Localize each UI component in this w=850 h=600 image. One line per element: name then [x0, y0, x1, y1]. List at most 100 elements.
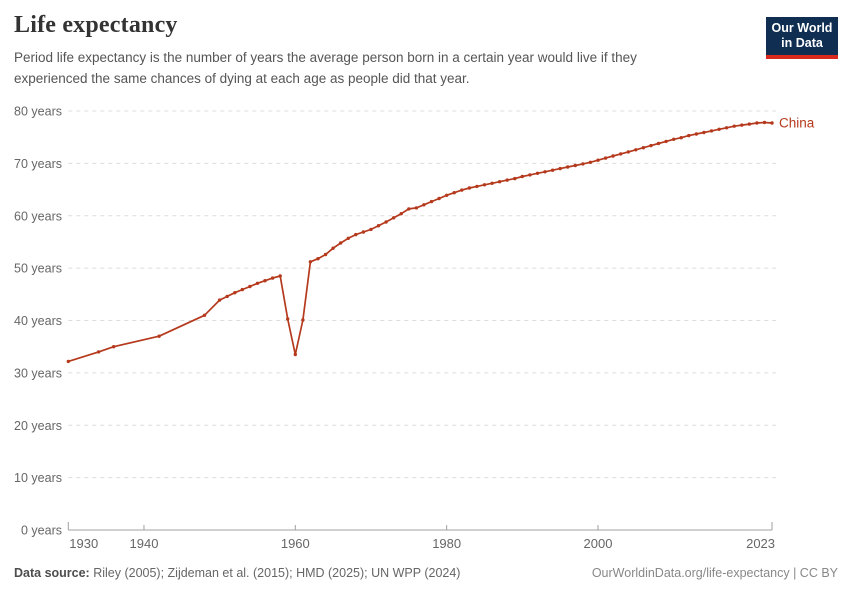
data-point — [316, 257, 320, 261]
data-point — [460, 188, 464, 192]
y-tick-label: 40 years — [14, 314, 62, 328]
data-source-label: Data source: — [14, 566, 90, 580]
data-point — [709, 129, 714, 133]
data-point — [217, 298, 222, 302]
data-line — [68, 121, 773, 363]
data-point — [619, 152, 623, 156]
data-point — [270, 276, 275, 280]
data-point — [240, 287, 244, 292]
data-point — [762, 120, 767, 125]
data-point — [490, 181, 494, 185]
logo-line-2: in Data — [781, 36, 823, 50]
data-point — [293, 352, 297, 357]
data-point — [429, 199, 434, 204]
data-point — [278, 274, 282, 278]
data-point — [566, 165, 570, 169]
data-point — [255, 281, 260, 285]
series-label: China — [779, 116, 815, 131]
data-point — [740, 123, 744, 127]
subtitle-line-1: Period life expectancy is the number of … — [14, 50, 637, 65]
data-point — [528, 173, 532, 177]
data-point — [535, 171, 540, 175]
data-point — [770, 121, 774, 125]
data-point — [422, 203, 426, 207]
data-point — [717, 127, 721, 131]
data-point — [248, 284, 252, 289]
data-point — [482, 183, 487, 187]
data-point — [308, 260, 313, 264]
data-point — [687, 133, 691, 138]
data-point — [346, 236, 350, 240]
chart-subtitle: Period life expectancy is the number of … — [14, 48, 754, 90]
data-point — [202, 313, 207, 317]
x-tick-label: 1930 — [69, 536, 98, 551]
data-point — [286, 317, 290, 321]
data-point — [755, 121, 759, 125]
data-point — [732, 124, 736, 128]
data-point — [452, 191, 456, 195]
data-point — [611, 154, 615, 158]
data-point — [369, 227, 373, 232]
data-point — [513, 176, 517, 181]
x-tick-label: 1940 — [130, 536, 159, 551]
data-point — [407, 207, 411, 211]
data-point — [323, 252, 328, 257]
data-point — [679, 136, 683, 140]
data-point — [392, 216, 396, 220]
x-tick-label: 1960 — [281, 536, 310, 551]
page-title: Life expectancy — [14, 12, 178, 38]
data-point — [558, 166, 562, 171]
data-point — [301, 318, 305, 322]
data-point — [233, 291, 237, 295]
data-point — [376, 224, 381, 228]
data-point — [664, 139, 668, 144]
data-point — [445, 193, 449, 197]
data-point — [656, 141, 661, 146]
data-source: Data source: Riley (2005); Zijdeman et a… — [14, 566, 460, 580]
line-chart[interactable]: 0 years 10 years 20 years 30 years 40 years 5… — [0, 100, 850, 560]
owid-logo: Our World in Data — [766, 17, 838, 59]
data-point — [603, 156, 608, 160]
y-tick-label: 10 years — [14, 471, 62, 485]
data-point — [581, 162, 585, 166]
data-point — [157, 334, 161, 338]
data-point — [634, 148, 638, 152]
data-point — [588, 160, 593, 164]
data-point — [361, 230, 366, 234]
data-point — [520, 174, 524, 179]
y-tick-label: 0 years — [21, 524, 62, 538]
data-point — [747, 122, 751, 126]
y-tick-label: 50 years — [14, 262, 62, 276]
data-point — [649, 143, 653, 148]
data-point — [543, 170, 547, 174]
data-point — [573, 163, 577, 168]
chart-footer: Data source: Riley (2005); Zijdeman et a… — [14, 566, 838, 580]
data-point — [112, 345, 116, 349]
data-point — [96, 350, 101, 354]
data-point — [626, 150, 630, 154]
data-point — [467, 186, 472, 190]
data-point — [497, 180, 502, 184]
data-point — [641, 146, 646, 150]
data-point — [724, 126, 729, 130]
data-point — [475, 184, 479, 189]
chart-area: 0 years 10 years 20 years 30 years 40 years 5… — [0, 100, 850, 560]
data-point — [339, 241, 343, 245]
y-tick-label: 30 years — [14, 366, 62, 380]
data-point — [550, 168, 555, 172]
subtitle-line-2: experienced the same chances of dying at… — [14, 70, 470, 86]
data-point — [225, 294, 229, 299]
y-tick-label: 70 years — [14, 157, 62, 171]
y-tick-label: 60 years — [14, 209, 62, 223]
data-point — [414, 206, 419, 210]
data-point — [672, 137, 676, 141]
data-point — [437, 196, 441, 201]
data-point — [66, 359, 71, 364]
x-tick-label: 2000 — [584, 536, 613, 551]
chart-header: Life expectancy Period life expectancy i… — [14, 12, 754, 90]
data-point — [702, 130, 706, 135]
data-point — [694, 132, 699, 136]
data-point — [399, 212, 403, 216]
data-point — [354, 232, 358, 237]
data-point — [331, 246, 335, 250]
